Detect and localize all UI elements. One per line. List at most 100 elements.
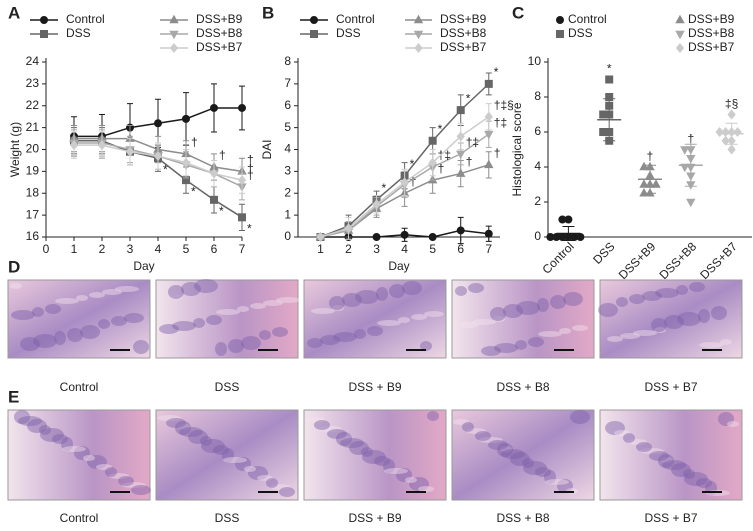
significance-mark: * bbox=[607, 62, 612, 76]
y-tick-label: 6 bbox=[534, 124, 541, 138]
x-tick-label: 2 bbox=[99, 242, 106, 256]
tissue-structure bbox=[201, 439, 225, 453]
x-tick-label: 1 bbox=[317, 242, 324, 256]
tissue-structure bbox=[215, 342, 227, 356]
tissue-structure bbox=[320, 335, 340, 345]
tissue-structure bbox=[698, 309, 710, 323]
y-tick-label: 4 bbox=[284, 142, 291, 156]
legend-label: DSS bbox=[66, 26, 91, 40]
data-point bbox=[484, 130, 494, 140]
data-point bbox=[428, 233, 437, 241]
sd-bar bbox=[562, 226, 575, 241]
panel-label: D bbox=[8, 257, 20, 276]
tissue-structure bbox=[32, 307, 44, 317]
significance-mark: †‡ bbox=[494, 115, 507, 129]
tissue-structure bbox=[171, 294, 183, 300]
tissue-structure bbox=[570, 410, 590, 424]
data-point bbox=[316, 232, 325, 242]
image-caption: DSS + B8 bbox=[496, 511, 549, 525]
significance-mark: * bbox=[494, 65, 499, 79]
legend-entry: DSS+B8 bbox=[675, 26, 735, 40]
x-tick-label: 6 bbox=[211, 242, 218, 256]
tissue-structure bbox=[235, 457, 251, 471]
tissue-structure bbox=[475, 431, 491, 441]
data-point bbox=[372, 199, 381, 210]
panel-label: A bbox=[8, 3, 20, 22]
significance-mark: * bbox=[163, 162, 168, 176]
tissue-structure bbox=[699, 342, 723, 348]
tissue-structure bbox=[223, 457, 247, 463]
data-point bbox=[639, 179, 649, 188]
y-tick-label: 18 bbox=[26, 185, 40, 199]
y-tick-label: 3 bbox=[284, 164, 291, 178]
tissue-structure bbox=[96, 464, 112, 470]
tissue-structure bbox=[459, 322, 479, 328]
significance-mark: † bbox=[247, 168, 254, 182]
marker bbox=[675, 14, 685, 24]
sd-bar bbox=[684, 143, 697, 187]
tissue-structure bbox=[367, 326, 383, 336]
significance-mark: †‡§ bbox=[494, 98, 514, 112]
y-tick-label: 5 bbox=[284, 120, 291, 134]
legend-entry: DSS+B8 bbox=[160, 26, 243, 40]
legend-entry: Control bbox=[300, 12, 375, 26]
x-tick-label: Control bbox=[540, 239, 577, 276]
image-caption: DSS + B7 bbox=[644, 380, 697, 394]
tissue-structure bbox=[427, 411, 439, 421]
tissue-structure bbox=[607, 336, 623, 342]
tissue-structure bbox=[276, 297, 300, 303]
tissue-structure bbox=[168, 285, 184, 299]
tissue-structure bbox=[237, 306, 249, 312]
legend-label: Control bbox=[336, 12, 375, 26]
tissue-structure bbox=[61, 437, 73, 451]
significance-mark: † bbox=[438, 161, 445, 175]
tissue-structure bbox=[194, 279, 218, 293]
marker bbox=[675, 30, 685, 40]
significance-mark: * bbox=[438, 122, 443, 136]
significance-mark: * bbox=[382, 181, 387, 195]
tissue-structure bbox=[311, 308, 335, 314]
tissue-structure bbox=[538, 331, 562, 337]
tissue-structure bbox=[696, 478, 712, 488]
legend-entry: Control bbox=[556, 12, 607, 26]
legend-entry: DSS+B7 bbox=[675, 40, 735, 54]
y-tick-label: 4 bbox=[534, 159, 541, 173]
y-tick-label: 21 bbox=[26, 120, 40, 134]
data-point bbox=[727, 144, 736, 155]
data-point bbox=[182, 114, 190, 123]
data-point bbox=[456, 168, 466, 177]
y-tick-label: 2 bbox=[534, 194, 541, 208]
data-point bbox=[651, 179, 661, 188]
tissue-structure bbox=[80, 325, 100, 339]
tissue-structure bbox=[339, 435, 351, 441]
legend-label: DSS bbox=[336, 26, 361, 40]
data-point bbox=[599, 128, 608, 136]
legend-entry: DSS+B8 bbox=[405, 26, 487, 40]
image-caption: DSS + B8 bbox=[496, 380, 549, 394]
y-tick-label: 7 bbox=[284, 76, 291, 90]
histology-image bbox=[451, 279, 595, 359]
x-tick-label: DSS+B7 bbox=[697, 239, 740, 282]
tissue-structure bbox=[272, 327, 288, 337]
tissue-structure bbox=[545, 479, 569, 485]
tissue-structure bbox=[305, 417, 325, 423]
tissue-structure bbox=[213, 445, 229, 455]
significance-mark: * bbox=[191, 184, 196, 198]
significance-mark: †‡ bbox=[466, 135, 479, 149]
tissue-structure bbox=[636, 442, 652, 452]
tissue-structure bbox=[727, 421, 739, 427]
data-point bbox=[484, 229, 493, 238]
tissue-structure bbox=[718, 412, 734, 426]
tissue-structure bbox=[544, 470, 556, 484]
image-caption: DSS bbox=[215, 511, 240, 525]
tissue-structure bbox=[62, 446, 86, 452]
significance-mark: † bbox=[247, 153, 254, 167]
tissue-structure bbox=[572, 325, 588, 331]
data-point bbox=[238, 103, 246, 112]
data-point bbox=[344, 223, 353, 234]
data-point bbox=[484, 159, 494, 169]
legend-entry: Control bbox=[30, 12, 105, 26]
tissue-structure bbox=[671, 463, 691, 477]
tissue-structure bbox=[418, 486, 434, 492]
tissue-structure bbox=[528, 337, 544, 347]
